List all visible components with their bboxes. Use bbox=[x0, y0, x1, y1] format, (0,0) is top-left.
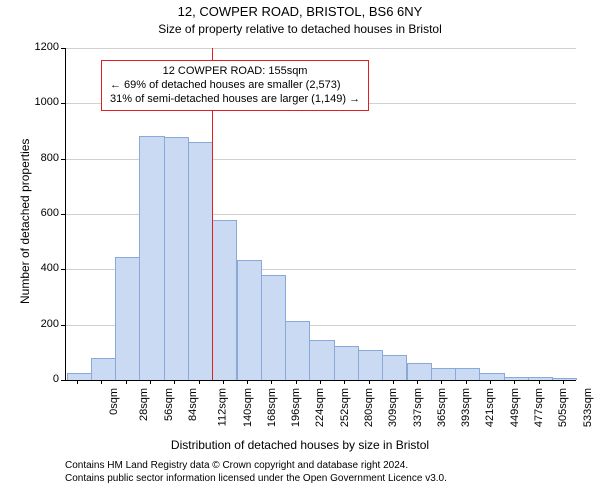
histogram-bar bbox=[285, 321, 310, 380]
xtick-mark bbox=[369, 380, 370, 384]
xtick-label: 140sqm bbox=[242, 388, 254, 427]
xtick-label: 84sqm bbox=[187, 388, 199, 421]
xtick-mark bbox=[563, 380, 564, 384]
xtick-label: 309sqm bbox=[387, 388, 399, 427]
histogram-bar bbox=[139, 136, 164, 380]
histogram-bar bbox=[455, 368, 480, 380]
xtick-label: 224sqm bbox=[315, 388, 327, 427]
xtick-mark bbox=[101, 380, 102, 384]
ytick-label: 600 bbox=[19, 207, 59, 219]
xtick-mark bbox=[393, 380, 394, 384]
histogram-bar bbox=[67, 373, 92, 380]
xtick-mark bbox=[77, 380, 78, 384]
xtick-mark bbox=[539, 380, 540, 384]
histogram-bar bbox=[237, 260, 262, 380]
xtick-mark bbox=[490, 380, 491, 384]
ytick-mark bbox=[61, 103, 65, 104]
histogram-bar bbox=[334, 346, 359, 380]
ytick-label: 200 bbox=[19, 318, 59, 330]
annotation-line-3: 31% of semi-detached houses are larger (… bbox=[110, 93, 360, 107]
histogram-bar bbox=[164, 137, 189, 380]
xtick-mark bbox=[271, 380, 272, 384]
ytick-label: 400 bbox=[19, 262, 59, 274]
xtick-mark bbox=[320, 380, 321, 384]
histogram-bar bbox=[552, 378, 577, 380]
xtick-mark bbox=[223, 380, 224, 384]
xtick-label: 112sqm bbox=[217, 388, 229, 426]
ytick-label: 800 bbox=[19, 152, 59, 164]
xtick-label: 477sqm bbox=[533, 388, 545, 427]
xtick-label: 365sqm bbox=[436, 388, 448, 427]
x-axis-label: Distribution of detached houses by size … bbox=[0, 438, 600, 452]
xtick-label: 337sqm bbox=[412, 388, 424, 427]
xtick-label: 421sqm bbox=[485, 388, 497, 427]
ytick-mark bbox=[61, 269, 65, 270]
xtick-label: 0sqm bbox=[108, 388, 120, 415]
histogram-bar bbox=[91, 358, 116, 380]
xtick-label: 393sqm bbox=[460, 388, 472, 427]
ytick-label: 1200 bbox=[19, 41, 59, 53]
footer-line-2: Contains public sector information licen… bbox=[65, 473, 447, 484]
plot-area: 12 COWPER ROAD: 155sqm← 69% of detached … bbox=[65, 48, 576, 381]
histogram-bar bbox=[358, 350, 383, 380]
histogram-bar bbox=[504, 377, 529, 380]
xtick-label: 280sqm bbox=[363, 388, 375, 427]
histogram-bar bbox=[309, 340, 334, 380]
xtick-label: 56sqm bbox=[163, 388, 175, 421]
xtick-mark bbox=[174, 380, 175, 384]
xtick-label: 168sqm bbox=[266, 388, 278, 427]
xtick-mark bbox=[126, 380, 127, 384]
annotation-line-1: 12 COWPER ROAD: 155sqm bbox=[110, 65, 360, 79]
xtick-label: 196sqm bbox=[290, 388, 302, 427]
property-size-chart: { "chart": { "type": "histogram", "title… bbox=[0, 0, 600, 500]
xtick-mark bbox=[417, 380, 418, 384]
xtick-mark bbox=[150, 380, 151, 384]
xtick-mark bbox=[441, 380, 442, 384]
ytick-mark bbox=[61, 159, 65, 160]
histogram-bar bbox=[431, 368, 456, 380]
ytick-mark bbox=[61, 48, 65, 49]
annotation-box: 12 COWPER ROAD: 155sqm← 69% of detached … bbox=[101, 60, 369, 111]
xtick-mark bbox=[247, 380, 248, 384]
xtick-mark bbox=[514, 380, 515, 384]
histogram-bar bbox=[115, 257, 140, 380]
histogram-bar bbox=[188, 142, 213, 380]
chart-subtitle: Size of property relative to detached ho… bbox=[0, 22, 600, 36]
xtick-mark bbox=[199, 380, 200, 384]
xtick-label: 28sqm bbox=[138, 388, 150, 421]
ytick-label: 0 bbox=[19, 373, 59, 385]
histogram-bar bbox=[261, 275, 286, 380]
ytick-mark bbox=[61, 325, 65, 326]
histogram-bar bbox=[212, 220, 237, 380]
xtick-label: 449sqm bbox=[509, 388, 521, 427]
grid-line bbox=[66, 48, 576, 49]
xtick-mark bbox=[466, 380, 467, 384]
histogram-bar bbox=[407, 363, 432, 380]
xtick-mark bbox=[344, 380, 345, 384]
chart-title: 12, COWPER ROAD, BRISTOL, BS6 6NY bbox=[0, 4, 600, 19]
ytick-label: 1000 bbox=[19, 96, 59, 108]
histogram-bar bbox=[479, 373, 504, 380]
xtick-label: 533sqm bbox=[582, 388, 594, 427]
histogram-bar bbox=[382, 355, 407, 380]
xtick-mark bbox=[296, 380, 297, 384]
ytick-mark bbox=[61, 380, 65, 381]
annotation-line-2: ← 69% of detached houses are smaller (2,… bbox=[110, 79, 360, 93]
ytick-mark bbox=[61, 214, 65, 215]
histogram-bar bbox=[528, 377, 553, 380]
xtick-label: 505sqm bbox=[557, 388, 569, 427]
footer-line-1: Contains HM Land Registry data © Crown c… bbox=[65, 460, 408, 471]
xtick-label: 252sqm bbox=[339, 388, 351, 427]
